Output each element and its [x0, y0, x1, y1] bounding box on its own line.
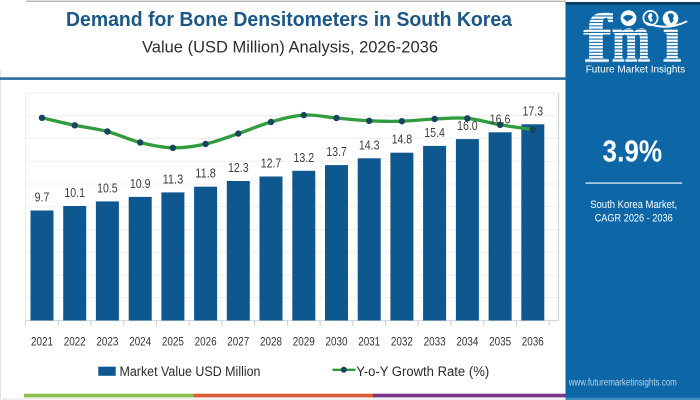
svg-text:2027: 2027	[227, 335, 249, 349]
svg-text:Future Market Insights: Future Market Insights	[586, 64, 686, 75]
svg-text:2036: 2036	[522, 335, 544, 349]
svg-text:Market Value USD Million: Market Value USD Million	[120, 364, 261, 379]
svg-text:f: f	[584, 1, 612, 77]
svg-text:2031: 2031	[358, 335, 380, 349]
svg-text:Value (USD Million) Analysis,: Value (USD Million) Analysis, 2026-2036	[142, 38, 438, 56]
svg-text:13.7: 13.7	[326, 144, 347, 159]
svg-text:11.8: 11.8	[195, 166, 216, 181]
svg-text:15.4: 15.4	[424, 125, 445, 140]
svg-text:2035: 2035	[489, 335, 511, 349]
svg-text:2029: 2029	[293, 335, 315, 349]
svg-text:9.7: 9.7	[35, 190, 50, 205]
svg-text:Y-o-Y Growth Rate (%): Y-o-Y Growth Rate (%)	[356, 364, 489, 379]
svg-text:2033: 2033	[424, 335, 446, 349]
svg-text:12.7: 12.7	[261, 156, 282, 171]
svg-text:2028: 2028	[260, 335, 282, 349]
svg-text:2032: 2032	[391, 335, 413, 349]
svg-text:16.6: 16.6	[490, 111, 511, 126]
svg-text:www.futuremarketinsights.com: www.futuremarketinsights.com	[568, 377, 677, 388]
svg-text:13.2: 13.2	[294, 150, 315, 165]
svg-text:2030: 2030	[326, 335, 348, 349]
svg-text:m: m	[612, 1, 650, 77]
svg-text:2034: 2034	[456, 335, 478, 349]
svg-text:17.3: 17.3	[523, 103, 544, 118]
svg-text:2023: 2023	[96, 335, 118, 349]
svg-text:2026: 2026	[195, 335, 217, 349]
svg-text:10.1: 10.1	[64, 185, 85, 200]
svg-text:11.3: 11.3	[163, 171, 184, 186]
svg-text:Demand for Bone Densitometers: Demand for Bone Densitometers in South K…	[66, 9, 513, 31]
svg-text:16.0: 16.0	[457, 118, 478, 133]
svg-text:14.3: 14.3	[359, 137, 380, 152]
svg-text:CAGR 2026 - 2036: CAGR 2026 - 2036	[595, 212, 673, 224]
svg-text:12.3: 12.3	[228, 160, 249, 175]
svg-text:10.9: 10.9	[130, 176, 151, 191]
svg-text:2025: 2025	[162, 335, 184, 349]
svg-text:South Korea Market,: South Korea Market,	[590, 199, 677, 211]
svg-text:2024: 2024	[129, 335, 151, 349]
svg-text:2022: 2022	[64, 335, 86, 349]
svg-text:3.9%: 3.9%	[603, 135, 663, 169]
svg-text:2021: 2021	[31, 335, 53, 349]
svg-text:10.5: 10.5	[97, 180, 118, 195]
svg-text:14.8: 14.8	[392, 132, 413, 147]
